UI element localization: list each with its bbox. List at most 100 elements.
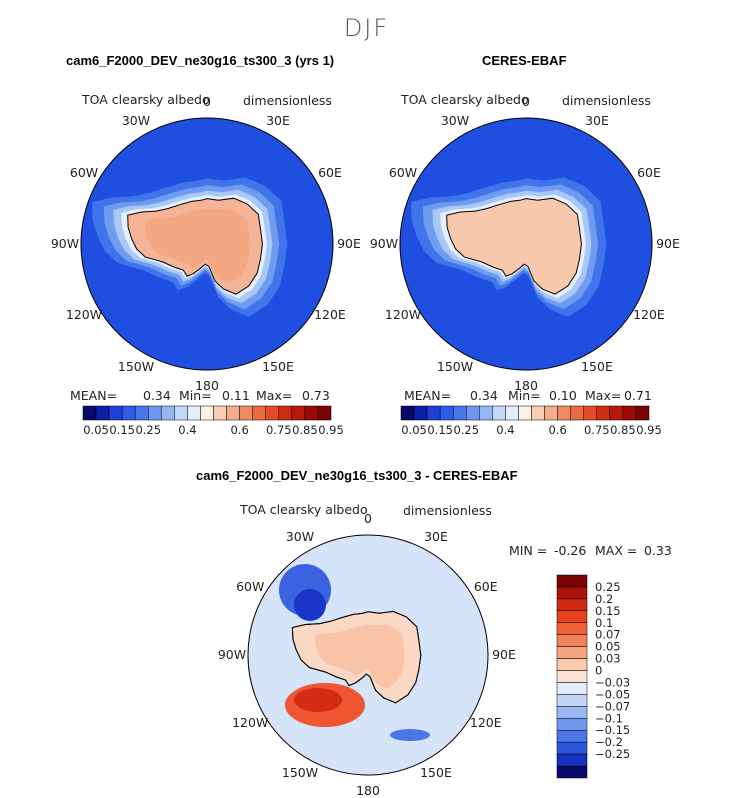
panel2-colorbar-tick: 0.25 (453, 423, 479, 437)
panel3-lon-label: 150W (281, 764, 319, 780)
panel3-colorbar-box (556, 741, 588, 755)
panel3-colorbar-tick: 0 (595, 664, 602, 678)
panel2-lon-label: 30E (585, 113, 609, 129)
panel2-colorbar-box (596, 405, 611, 421)
panel2-colorbar-box (557, 405, 571, 421)
panel2-lon-label: 120W (384, 307, 422, 322)
panel1-frame (80, 117, 334, 371)
panel2-colorbar: 0.05 0.15 0.25 0.4 0.6 0.75 0.85 0.95 (400, 405, 662, 437)
panel3-colorbar-box (556, 646, 588, 659)
panel1-title: cam6_F2000_DEV_ne30g16_ts300_3 (yrs 1) (66, 53, 335, 68)
panel2-variable: TOA clearsky albedo (401, 92, 529, 107)
panel1-colorbar-box (317, 405, 332, 421)
panel1-mean: 0.34 (143, 388, 171, 403)
panel1-colorbar: 0.05 0.15 0.25 0.4 0.6 0.75 0.85 0.95 (82, 405, 344, 437)
panel2-colorbar-box (505, 405, 519, 421)
panel1-colorbar-tick: 0.05 (83, 423, 109, 437)
panel1-colorbar-tick: 0.75 (266, 423, 292, 437)
panel2-lon-label: 0 (522, 94, 530, 109)
panel3-colorbar-box (556, 586, 588, 600)
panel1-colorbar-box (291, 405, 306, 421)
panel1-colorbar-box (226, 405, 240, 421)
panel1-colorbar-tick: 0.95 (318, 423, 344, 437)
panel3-lon-label: 30E (424, 529, 448, 545)
panel1-min-label: Min= (179, 388, 212, 403)
panel3-colorbar-tick: −0.05 (595, 687, 630, 701)
panel2-antarctica (446, 197, 582, 295)
panel3-colorbar-box (556, 718, 588, 731)
panel1-colorbar-box (121, 405, 136, 421)
panel3-colorbar-tick: 0.03 (595, 652, 621, 666)
panel2-lon-label: 180 (514, 378, 538, 393)
panel2-colorbar-box (413, 405, 428, 421)
panel1-colorbar-tick: 0.25 (135, 423, 161, 437)
panel2-map (400, 118, 652, 370)
panel2-colorbar-tick: 0.85 (610, 423, 636, 437)
panel1-colorbar-box (265, 405, 280, 421)
panel3-colorbar-tick: −0.15 (595, 723, 630, 737)
panel1-colorbar-box (108, 405, 123, 421)
panel1-colorbar-tick: 0.15 (109, 423, 135, 437)
panel2-colorbar-box (635, 405, 650, 421)
panel2-colorbar-box (466, 405, 480, 421)
panel3-negative-bias-3 (390, 729, 430, 741)
panel2-colorbar-box (492, 405, 506, 421)
panel1-colorbar-box (239, 405, 253, 421)
panel2-title: CERES-EBAF (482, 53, 567, 68)
panel3-lon-label: 60W (236, 579, 265, 594)
panel2-max-label: Max= (585, 388, 622, 403)
panel3-colorbar-tick: 0.2 (595, 592, 613, 606)
panel3-lon-label: 90W (217, 647, 247, 662)
panel1-min: 0.11 (222, 388, 250, 403)
panel3-colorbar: 0.250.20.150.10.070.050.030−0.03−0.05−0.… (556, 574, 630, 779)
panel3-colorbar-box (556, 598, 588, 612)
panel3-colorbar-tick: −0.07 (595, 699, 630, 713)
panel2-lon-label: 60E (637, 165, 661, 180)
panel3-min: -0.26 (554, 543, 587, 558)
panel1-lon-label: 180 (195, 378, 219, 393)
panel3-lon-label: 150E (420, 764, 452, 780)
panel3-variable: TOA clearsky albedo (240, 502, 368, 517)
panel3-colorbar-box (556, 694, 588, 707)
panel2-colorbar-box (426, 405, 441, 421)
panel1-lon-label: 30W (121, 113, 151, 129)
panel2-lon-label: 90E (656, 236, 680, 251)
panel2-colorbar-box (622, 405, 637, 421)
panel3-lon-label: 90E (492, 647, 516, 662)
panel3-colorbar-box (556, 682, 588, 695)
panel1-lon-label: 60E (318, 165, 342, 180)
panel3-max-label: MAX = (595, 543, 638, 558)
panel3-colorbar-box (556, 706, 588, 719)
panel3-colorbar-box (556, 610, 588, 624)
panel3-lon-label: 120W (232, 715, 269, 730)
panel1-colorbar-box (187, 405, 201, 421)
panel2-lon-label: 120E (633, 307, 665, 322)
panel3-interior (315, 624, 405, 689)
panel1-lon-label: 150W (117, 358, 155, 374)
panel1-lon-label: 120E (314, 307, 346, 322)
panel3-colorbar-box (556, 622, 588, 635)
panel3-colorbar-tick: −0.2 (595, 735, 623, 749)
panel1-variable: TOA clearsky albedo (82, 92, 210, 107)
panel1-colorbar-box (213, 405, 227, 421)
panel3-title: cam6_F2000_DEV_ne30g16_ts300_3 - CERES-E… (196, 468, 518, 483)
season-title: DJF (343, 14, 390, 42)
panel1-lon-label: 120W (65, 307, 103, 322)
panel2-colorbar-box (609, 405, 624, 421)
panel1-colorbar-box (278, 405, 293, 421)
panel3-colorbar-box (556, 765, 588, 779)
panel2-colorbar-box (439, 405, 454, 421)
panel1-map (81, 118, 333, 370)
panel2-colorbar-box (518, 405, 532, 421)
panel3-colorbar-tick: 0.25 (595, 580, 621, 594)
panel2-mean: 0.34 (470, 388, 498, 403)
panel1-lon-label: 150E (262, 358, 294, 374)
panel2-min: 0.10 (549, 388, 577, 403)
panel2-colorbar-tick: 0.4 (496, 423, 514, 437)
panel2-colorbar-tick: 0.95 (636, 423, 662, 437)
panel3-lon-label: 0 (364, 511, 372, 526)
panel1-lon-label: 90W (50, 236, 80, 251)
panel2-lon-label: 30W (440, 113, 470, 129)
panel2-lon-label: 90W (369, 236, 399, 251)
